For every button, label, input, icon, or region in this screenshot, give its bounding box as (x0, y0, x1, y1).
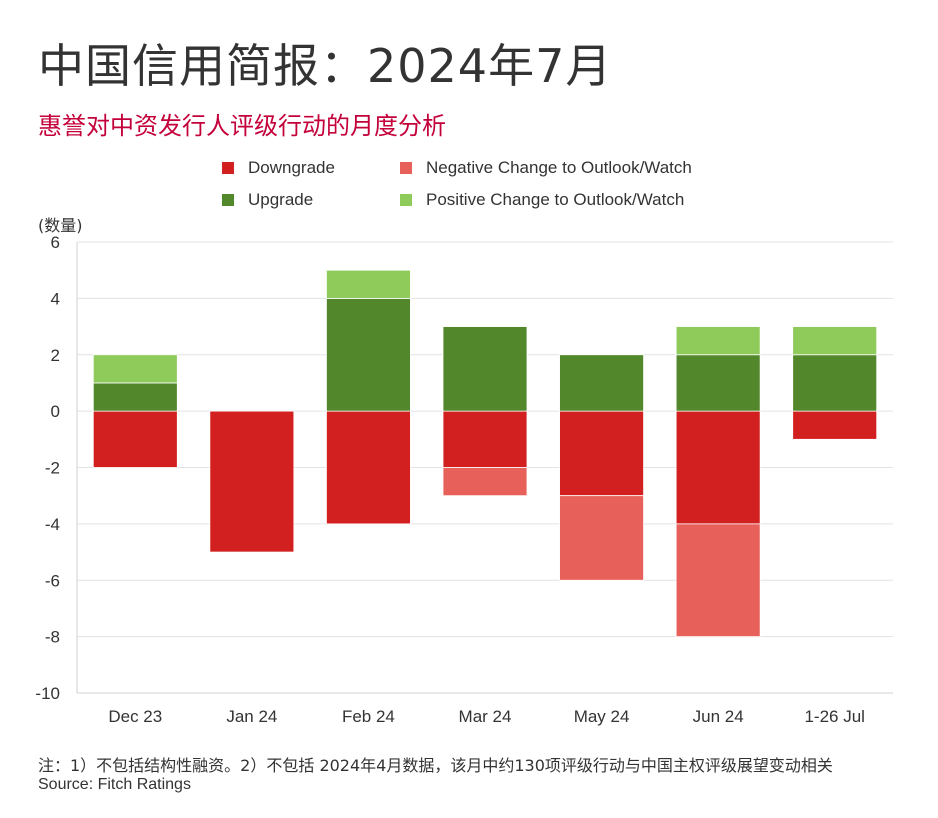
bar-segment-downgrade-4 (559, 410, 644, 497)
legend-item-positive: Positive Change to Outlook/Watch (400, 190, 684, 210)
y-tick-label: -6 (45, 571, 60, 590)
axis-layer: 6 4 2 0 -2 -4 -6 -8 -10 Dec 23 Jan 24 Feb 24 Mar 24 M… (35, 233, 893, 726)
x-tick-label: 1-26 Jul (804, 707, 864, 726)
bar-segment-downgrade-1 (209, 410, 295, 553)
bar-segment-upgrade-5 (675, 354, 761, 412)
legend-item-upgrade: Upgrade (222, 190, 313, 210)
bar-segment-upgrade-4 (559, 354, 644, 412)
bar-segment-upgrade-0 (92, 382, 178, 412)
x-tick-label: Jan 24 (226, 707, 277, 726)
y-axis-unit-label: (数量) (38, 216, 83, 235)
y-tick-label: 6 (51, 233, 60, 252)
chart-legend: Downgrade Negative Change to Outlook/Wat… (222, 158, 782, 222)
x-tick-label: Dec 23 (108, 707, 162, 726)
bar-layer (92, 269, 878, 638)
bar-segment-upgrade-6 (792, 354, 878, 412)
x-tick-label: Feb 24 (342, 707, 395, 726)
x-tick-label: Jun 24 (693, 707, 744, 726)
x-tick-label: Mar 24 (459, 707, 512, 726)
legend-item-negative: Negative Change to Outlook/Watch (400, 158, 692, 178)
source-note: Source: Fitch Ratings (38, 776, 191, 793)
page-title: 中国信用简报：2024年7月 (38, 39, 613, 93)
y-tick-label: 4 (51, 289, 60, 308)
bar-segment-positive-change-to-outlook-watch-6 (792, 326, 878, 356)
bar-segment-positive-change-to-outlook-watch-2 (326, 269, 411, 299)
footnote: 注：1）不包括结构性融资。2）不包括 2024年4月数据，该月中约130项评级行… (38, 756, 833, 775)
legend-swatch-negative (400, 162, 412, 174)
legend-swatch-downgrade (222, 162, 234, 174)
bar-segment-downgrade-0 (92, 410, 178, 468)
legend-label-downgrade: Downgrade (248, 158, 335, 177)
bar-segment-downgrade-3 (442, 410, 528, 468)
legend-swatch-positive (400, 194, 412, 206)
bar-segment-upgrade-3 (442, 326, 528, 412)
legend-swatch-upgrade (222, 194, 234, 206)
y-tick-label: 0 (51, 402, 60, 421)
y-tick-label: -4 (45, 515, 60, 534)
bar-segment-downgrade-2 (326, 410, 411, 525)
legend-label-negative: Negative Change to Outlook/Watch (426, 158, 692, 177)
y-tick-label: -10 (35, 684, 60, 703)
y-tick-label: 2 (51, 346, 60, 365)
y-tick-label: -8 (45, 628, 60, 647)
y-tick-label: -2 (45, 459, 60, 478)
legend-label-upgrade: Upgrade (248, 190, 314, 209)
legend-item-downgrade: Downgrade (222, 158, 335, 178)
bar-segment-downgrade-6 (792, 410, 878, 440)
bar-segment-upgrade-2 (326, 297, 411, 412)
page-subtitle: 惠誉对中资发行人评级行动的月度分析 (38, 112, 446, 140)
bar-segment-negative-change-to-outlook-watch-4 (559, 495, 644, 581)
bar-segment-positive-change-to-outlook-watch-5 (675, 326, 761, 356)
bar-segment-positive-change-to-outlook-watch-0 (92, 354, 178, 384)
bar-segment-downgrade-5 (675, 410, 761, 525)
x-tick-label: May 24 (574, 707, 630, 726)
legend-label-positive: Positive Change to Outlook/Watch (426, 190, 685, 209)
bar-segment-negative-change-to-outlook-watch-3 (442, 467, 528, 497)
bar-segment-negative-change-to-outlook-watch-5 (675, 523, 761, 638)
